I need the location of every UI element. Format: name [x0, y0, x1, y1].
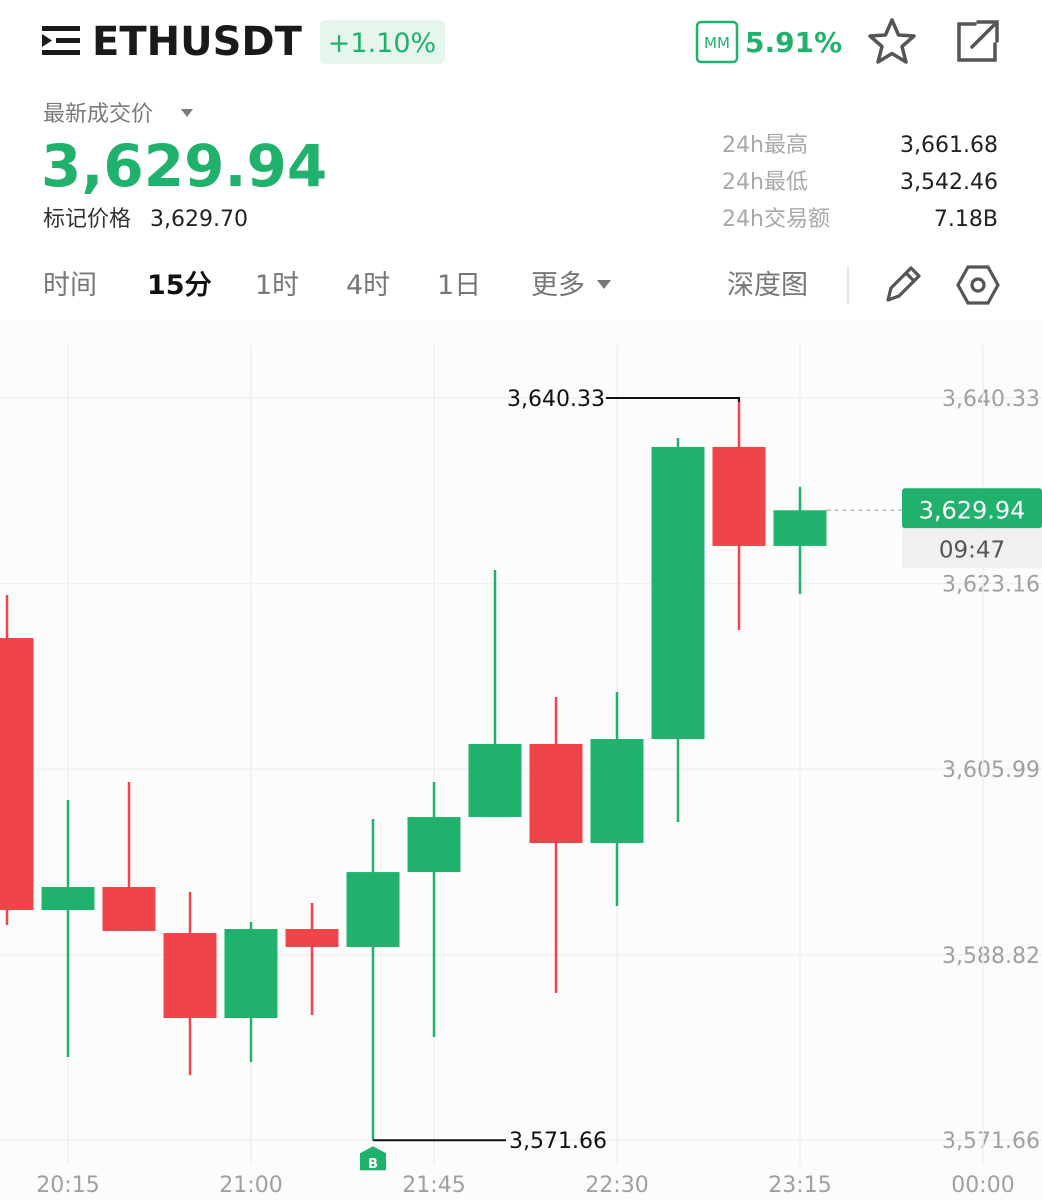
y-tick-label: 3,640.33 [942, 387, 1040, 412]
candle-body [468, 743, 522, 818]
icon-circle [970, 277, 986, 293]
y-tick-label: 3,588.82 [942, 944, 1040, 969]
buy-marker: B [368, 1157, 378, 1172]
candle-body [590, 739, 644, 843]
candle-body [651, 446, 705, 740]
stat-value: 3,661.68 [900, 133, 998, 158]
x-tick-label: 23:15 [768, 1173, 831, 1198]
change: +1.10% [328, 28, 436, 59]
mark-price: 3,629.70 [150, 207, 248, 232]
x-tick-label: 00:00 [951, 1173, 1014, 1198]
max-label: 3,640.33 [507, 387, 605, 412]
buy-marker-shape[interactable] [360, 1146, 386, 1171]
max-pointer [606, 396, 740, 402]
stat-label: 24h最低 [722, 170, 808, 195]
dropdown-caret [597, 280, 611, 289]
stat-value: 3,542.46 [900, 170, 998, 195]
price-tag: 3,629.94 [919, 496, 1026, 524]
x-tick-label: 20:15 [36, 1173, 99, 1198]
y-tick-label: 3,623.16 [942, 573, 1040, 598]
countdown: 09:47 [939, 537, 1005, 563]
menu-icon[interactable] [42, 26, 80, 55]
share-icon[interactable] [957, 20, 999, 62]
y-tick-label: 3,605.99 [942, 758, 1040, 783]
icon-bar [42, 26, 80, 31]
countdown-box [902, 528, 1042, 569]
candle-body [346, 872, 400, 947]
x-tick-label: 21:00 [219, 1173, 282, 1198]
candle-body [224, 929, 278, 1018]
icon-arrow [970, 20, 999, 49]
stat-label: 24h交易额 [722, 207, 830, 232]
change-badge [320, 20, 445, 64]
x-tick-label: 21:45 [402, 1173, 465, 1198]
symbol[interactable]: ETHUSDT [92, 19, 303, 65]
tab[interactable]: 4时 [346, 270, 390, 301]
icon-triangle [42, 34, 52, 47]
min-label: 3,571.66 [509, 1129, 607, 1154]
icon-hexagon [956, 265, 1000, 305]
candle-body [529, 743, 583, 843]
mm-badge-box[interactable] [695, 20, 739, 64]
candle-body [773, 510, 827, 546]
candle-body [285, 929, 339, 947]
tab[interactable]: 深度图 [727, 270, 808, 301]
candle-body [407, 817, 461, 873]
price-tag-box [902, 488, 1042, 529]
mm-badge: MM [704, 34, 730, 52]
chart: 3,640.33 3,623.16 3,605.99 3,588.82 3,571.66… [0, 345, 1042, 1198]
settings-icon[interactable] [956, 265, 1000, 305]
candle-body [712, 446, 766, 546]
mm-ratio: 5.91% [745, 26, 842, 59]
last-price: 3,629.94 [41, 132, 327, 200]
x-tick-label: 22:30 [585, 1173, 648, 1198]
candle-body [102, 886, 156, 931]
tab[interactable]: 时间 [43, 270, 97, 301]
tab[interactable]: 1时 [255, 270, 299, 301]
stat-label: 24h最高 [722, 133, 808, 158]
stats: 24h最高 3,661.68 24h最低 3,542.46 24h交易额 7.18B [722, 133, 998, 232]
tabs: 时间 15分 1时 4时 1日 更多 深度图 [43, 270, 808, 301]
draw-icon[interactable] [886, 266, 921, 302]
icon-bar [56, 38, 80, 43]
mark-price-label: 标记价格 [43, 207, 131, 232]
last-price-label[interactable]: 最新成交价 [43, 102, 153, 127]
y-tick-label: 3,571.66 [942, 1129, 1040, 1154]
tab[interactable]: 更多 [531, 270, 585, 301]
icon-pencil [886, 266, 921, 302]
candle-body [163, 933, 217, 1018]
stat-value: 7.18B [934, 207, 998, 232]
favorite-icon[interactable] [868, 18, 916, 64]
candle-body [41, 886, 95, 911]
tab[interactable]: 15分 [147, 270, 212, 301]
tab[interactable]: 1日 [437, 270, 481, 301]
icon-bar [42, 50, 80, 55]
candle-body [0, 638, 34, 911]
icon-box [957, 22, 997, 62]
dropdown-caret [181, 109, 193, 117]
